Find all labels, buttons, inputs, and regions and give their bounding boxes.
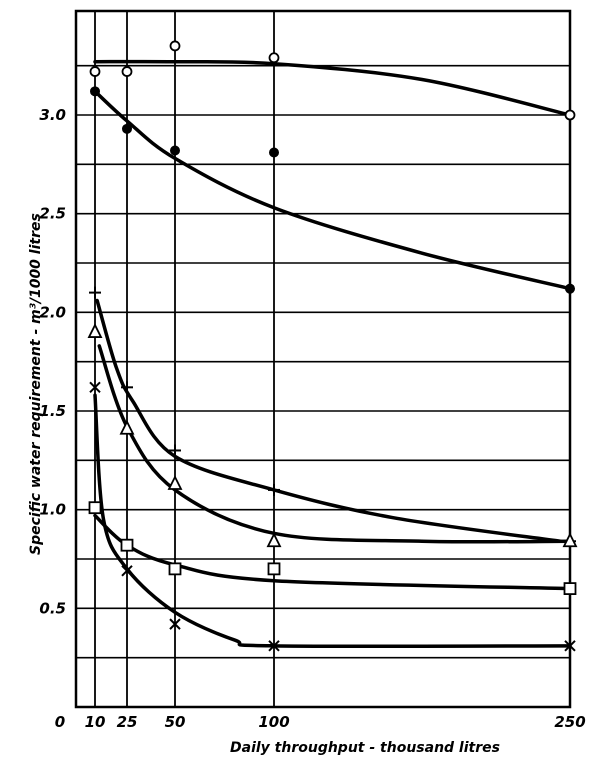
- x-tick-label: 50: [165, 713, 186, 731]
- curve-filled-circle: [93, 89, 572, 291]
- cross-marker: [564, 640, 576, 652]
- plus-marker: [121, 381, 133, 394]
- square-marker: [267, 562, 281, 576]
- triangle-marker: [167, 475, 183, 490]
- grid: [74, 9, 572, 709]
- filled-circle-marker: [122, 123, 132, 134]
- cross-marker: [169, 618, 181, 630]
- x-tick-label: 0: [55, 713, 65, 731]
- square-marker: [168, 562, 182, 576]
- open-circle-marker: [121, 66, 133, 77]
- square-marker: [563, 582, 577, 595]
- plus-marker: [268, 483, 280, 496]
- filled-circle-marker: [170, 145, 180, 156]
- triangle-marker: [87, 323, 103, 338]
- curve-square: [93, 513, 572, 591]
- filled-circle-marker: [90, 86, 100, 97]
- curve-open-circle: [93, 59, 572, 117]
- open-circle-marker: [169, 40, 181, 52]
- square-marker: [120, 538, 134, 552]
- triangle-marker: [266, 532, 282, 548]
- curves: [93, 59, 572, 649]
- cross-marker: [121, 565, 133, 577]
- y-tick-label: 2.5: [39, 205, 66, 223]
- open-circle-marker: [564, 109, 576, 121]
- y-tick-label: 1.5: [39, 402, 66, 420]
- y-tick-label: 2.0: [39, 303, 66, 321]
- x-axis-label: Daily throughput - thousand litres: [230, 740, 500, 756]
- x-tick-label: 100: [258, 713, 289, 731]
- plus-marker: [169, 444, 181, 457]
- y-tick-label: 3.0: [39, 106, 66, 124]
- markers: [87, 40, 578, 652]
- axis-labels: 0.5 1.0 1.5 2.0 2.5 3.0 0 10 25 50 100 250: [39, 106, 585, 731]
- x-tick-label: 25: [117, 713, 138, 731]
- y-axis-label: Specific water requirement - m³/1000 lit…: [28, 213, 44, 555]
- square-marker: [88, 501, 102, 515]
- cross-marker: [89, 381, 101, 394]
- curve-cross: [93, 393, 572, 649]
- curve-plus: [95, 298, 562, 543]
- y-tick-label: 0.5: [39, 599, 66, 617]
- x-tick-label: 10: [85, 713, 106, 731]
- filled-circle-marker: [565, 283, 575, 294]
- triangle-marker: [562, 532, 578, 548]
- filled-circle-marker: [269, 147, 279, 158]
- y-tick-label: 1.0: [39, 501, 66, 519]
- open-circle-marker: [268, 52, 280, 64]
- triangle-marker: [119, 419, 135, 435]
- x-tick-label: 250: [554, 713, 585, 731]
- plus-marker: [89, 286, 101, 299]
- cross-marker: [268, 640, 280, 652]
- curve-triangle: [97, 344, 572, 544]
- open-circle-marker: [89, 66, 101, 77]
